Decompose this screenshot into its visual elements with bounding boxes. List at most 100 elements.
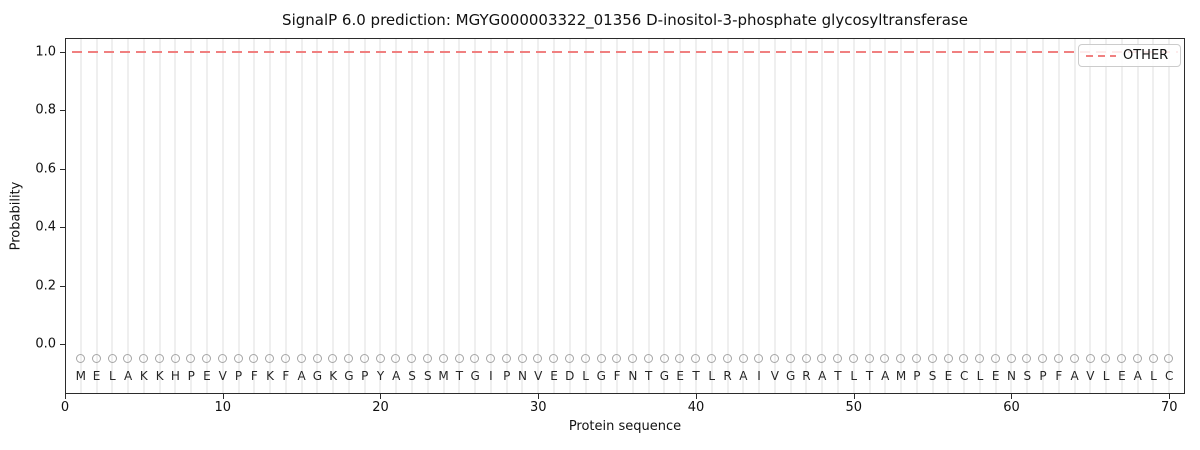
- residue-letter: P: [361, 368, 369, 383]
- y-tick-label: 0.4: [35, 219, 56, 235]
- gridline: [426, 39, 429, 393]
- residue-marker: [1101, 353, 1111, 363]
- residue-marker: [265, 353, 275, 363]
- residue-letter: F: [282, 368, 290, 383]
- residue-marker: [549, 353, 559, 363]
- y-tick: [60, 110, 65, 112]
- gridline: [1120, 39, 1123, 393]
- residue-marker: [580, 353, 590, 363]
- x-tick-label: 30: [529, 400, 547, 415]
- residue-marker: [738, 353, 748, 363]
- gridline: [947, 39, 950, 393]
- residue-letter: E: [676, 368, 684, 383]
- residue-letter: V: [534, 368, 543, 383]
- x-tick: [538, 394, 540, 399]
- residue-marker: [770, 353, 780, 363]
- residue-marker: [596, 353, 606, 363]
- residue-letter: A: [392, 368, 401, 383]
- residue-marker: [296, 353, 306, 363]
- residue-letter: G: [344, 368, 354, 383]
- residue-letter: V: [1086, 368, 1095, 383]
- x-tick-label: 50: [845, 400, 862, 415]
- y-tick-label: 0.0: [35, 336, 56, 352]
- residue-marker: [675, 353, 685, 363]
- gridline: [679, 39, 682, 393]
- gridline: [963, 39, 966, 393]
- residue-marker: [170, 353, 180, 363]
- other-series-line-icon: [1086, 54, 1116, 57]
- gridline: [1073, 39, 1076, 393]
- residue-letter: N: [1006, 368, 1016, 383]
- gridline: [111, 39, 114, 393]
- residue-letter: E: [550, 368, 558, 383]
- x-tick-label: 0: [60, 400, 70, 415]
- residue-marker: [123, 353, 133, 363]
- residue-letter: N: [628, 368, 638, 383]
- residue-letter: N: [517, 368, 527, 383]
- y-tick: [60, 285, 65, 287]
- y-tick-label: 1.0: [35, 44, 56, 60]
- gridline: [190, 39, 193, 393]
- gridline: [269, 39, 272, 393]
- residue-marker: [1022, 353, 1032, 363]
- x-tick-label: 70: [1160, 400, 1178, 415]
- gridline: [127, 39, 130, 393]
- residue-letter: E: [1118, 368, 1126, 383]
- gridline: [884, 39, 887, 393]
- residue-letter: V: [218, 368, 227, 383]
- residue-marker: [975, 353, 985, 363]
- residue-letter: G: [596, 368, 606, 383]
- gridline: [1089, 39, 1092, 393]
- gridline: [978, 39, 981, 393]
- gridline: [1136, 39, 1139, 393]
- residue-letter: A: [818, 368, 827, 383]
- x-tick: [1169, 394, 1171, 399]
- residue-letter: G: [312, 368, 323, 383]
- x-tick: [853, 394, 855, 399]
- residue-marker: [1006, 353, 1016, 363]
- residue-letter: L: [850, 368, 858, 383]
- residue-marker: [312, 353, 322, 363]
- gridline: [553, 39, 555, 393]
- gridline: [1168, 39, 1171, 393]
- residue-marker: [817, 353, 827, 363]
- y-tick-label: 0.8: [35, 102, 56, 118]
- residue-letter: T: [865, 368, 874, 383]
- residue-marker: [359, 353, 369, 363]
- gridline: [95, 39, 98, 393]
- residue-letter: E: [92, 368, 101, 383]
- residue-letter: A: [1133, 368, 1142, 383]
- gridline: [332, 39, 335, 393]
- residue-letter: E: [944, 368, 953, 383]
- gridline: [237, 39, 240, 393]
- residue-letter: E: [203, 368, 211, 383]
- gridline: [158, 39, 161, 393]
- residue-letter: H: [170, 368, 180, 383]
- y-axis-label: Probability: [8, 181, 24, 251]
- residue-marker: [848, 353, 858, 363]
- x-tick: [695, 394, 697, 399]
- gridline: [1152, 39, 1155, 393]
- gridline: [363, 39, 366, 393]
- residue-letter: G: [785, 368, 796, 383]
- residue-marker: [217, 353, 227, 363]
- gridline: [205, 39, 208, 393]
- residue-letter: Y: [376, 368, 385, 383]
- residue-marker: [517, 353, 527, 363]
- residue-marker: [186, 353, 196, 363]
- gridline: [584, 39, 587, 393]
- residue-letter: L: [1102, 368, 1110, 383]
- residue-marker: [659, 353, 669, 363]
- x-tick-label: 60: [1003, 400, 1020, 415]
- residue-letter: M: [75, 368, 86, 383]
- residue-letter: T: [455, 368, 464, 383]
- gridline: [253, 39, 256, 393]
- y-tick-label: 0.6: [35, 161, 56, 177]
- y-tick-label: 0.2: [35, 278, 56, 294]
- residue-marker: [1038, 353, 1048, 363]
- residue-letter: R: [723, 368, 732, 383]
- chart-title: SignalP 6.0 prediction: MGYG000003322_01…: [282, 11, 968, 29]
- gridline: [1026, 39, 1029, 393]
- residue-letter: P: [1039, 368, 1047, 383]
- gridline: [931, 39, 934, 393]
